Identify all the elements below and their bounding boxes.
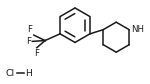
Text: F: F: [34, 49, 39, 58]
Text: Cl: Cl: [6, 69, 15, 78]
Text: H: H: [25, 69, 32, 78]
Text: F: F: [26, 37, 31, 46]
Text: F: F: [28, 25, 33, 34]
Text: NH: NH: [131, 25, 144, 34]
